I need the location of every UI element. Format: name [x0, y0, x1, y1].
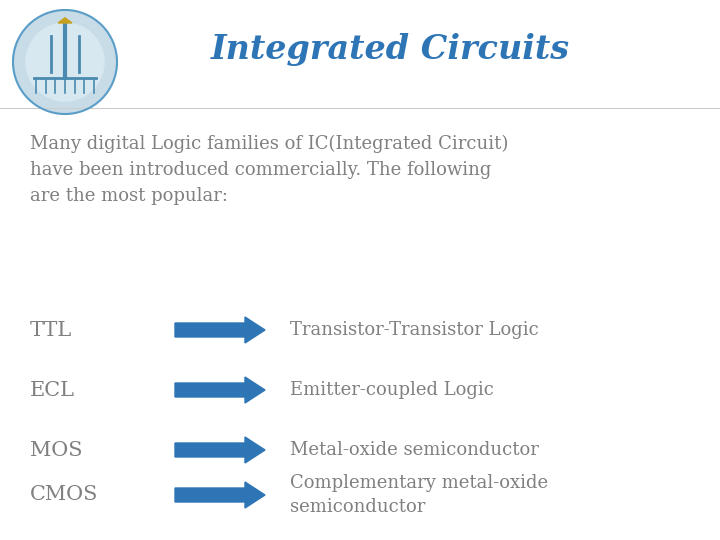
FancyArrow shape: [175, 437, 265, 463]
Text: ECL: ECL: [30, 381, 75, 400]
Text: Emitter-coupled Logic: Emitter-coupled Logic: [290, 381, 494, 399]
Text: Metal-oxide semiconductor: Metal-oxide semiconductor: [290, 441, 539, 459]
Circle shape: [13, 10, 117, 114]
Text: MOS: MOS: [30, 441, 83, 460]
Text: Many digital Logic families of IC(Integrated Circuit)
have been introduced comme: Many digital Logic families of IC(Integr…: [30, 135, 508, 205]
FancyArrow shape: [175, 377, 265, 403]
FancyArrow shape: [175, 317, 265, 343]
Text: Transistor-Transistor Logic: Transistor-Transistor Logic: [290, 321, 539, 339]
Text: Integrated Circuits: Integrated Circuits: [210, 33, 570, 66]
FancyArrow shape: [175, 482, 265, 508]
Text: Complementary metal-oxide
semiconductor: Complementary metal-oxide semiconductor: [290, 474, 548, 516]
Text: TTL: TTL: [30, 321, 72, 340]
Circle shape: [26, 23, 104, 101]
Polygon shape: [58, 18, 72, 23]
Text: CMOS: CMOS: [30, 485, 99, 504]
